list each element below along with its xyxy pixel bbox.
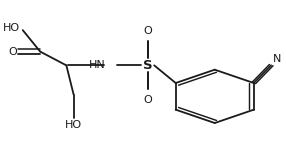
Text: O: O [144, 95, 152, 105]
Text: O: O [8, 47, 17, 57]
Text: S: S [143, 59, 153, 72]
Text: HO: HO [65, 120, 82, 130]
Text: O: O [144, 26, 152, 36]
Text: N: N [273, 54, 281, 64]
Text: HN: HN [89, 60, 106, 70]
Text: HO: HO [3, 23, 20, 32]
